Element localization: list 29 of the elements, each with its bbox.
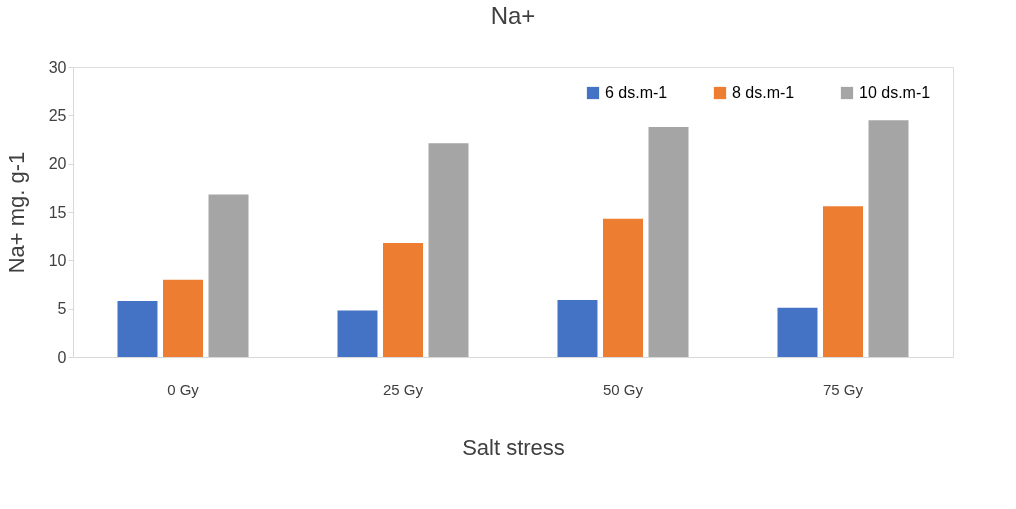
y-tick-label: 5 <box>57 300 67 318</box>
bar <box>557 299 598 357</box>
y-tick-label: 20 <box>48 155 67 173</box>
bar <box>337 310 378 357</box>
bar <box>868 120 909 357</box>
bar <box>208 194 249 357</box>
y-axis-title: Na+ mg. g-1 <box>3 151 29 274</box>
bar <box>603 218 643 357</box>
y-tick-label: 10 <box>48 251 67 269</box>
bar <box>428 143 469 357</box>
bar <box>117 300 158 357</box>
y-tick-label: 15 <box>48 203 67 221</box>
x-tick-label: 25 Gy <box>382 380 424 398</box>
x-axis-title: Salt stress <box>462 434 565 460</box>
legend-label: 8 ds.m-1 <box>732 84 795 101</box>
bar <box>777 307 818 357</box>
bar <box>163 279 203 357</box>
chart-title: Na+ <box>490 2 536 29</box>
bar <box>823 206 863 357</box>
legend-label: 10 ds.m-1 <box>859 84 931 101</box>
bar <box>383 242 423 357</box>
y-tick-label: 0 <box>57 348 67 366</box>
y-tick-label: 25 <box>48 106 67 124</box>
bar <box>648 126 689 357</box>
legend-label: 6 ds.m-1 <box>605 84 668 101</box>
x-tick-label: 0 Gy <box>167 380 200 398</box>
x-tick-label: 50 Gy <box>602 380 644 398</box>
x-tick-label: 75 Gy <box>822 380 864 398</box>
y-tick-label: 30 <box>48 58 67 76</box>
